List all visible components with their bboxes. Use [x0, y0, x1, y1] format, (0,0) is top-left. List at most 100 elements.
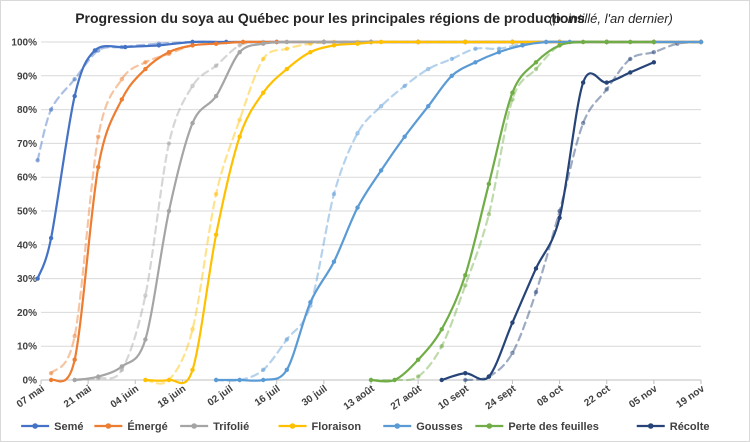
- data-point: [463, 371, 468, 376]
- data-point: [331, 43, 337, 48]
- data-point: [213, 191, 219, 197]
- data-point: [119, 364, 125, 369]
- x-tick-label: 05 nov: [627, 383, 660, 410]
- data-point: [166, 141, 172, 146]
- y-tick-label: 80%: [17, 105, 37, 116]
- data-point: [543, 39, 549, 45]
- data-point: [473, 60, 478, 65]
- legend-label: Perte des feuilles: [508, 421, 598, 433]
- data-point: [92, 48, 98, 53]
- data-point: [378, 39, 384, 45]
- data-point: [119, 367, 125, 373]
- data-point: [143, 337, 148, 342]
- data-point: [557, 43, 562, 48]
- data-point: [402, 83, 407, 89]
- data-point: [439, 327, 444, 332]
- data-point: [261, 41, 266, 46]
- series-line-current-264478: [440, 61, 655, 382]
- data-point: [190, 83, 195, 89]
- chart-title: Progression du soya au Québec pour les p…: [75, 10, 585, 26]
- y-tick-label: 40%: [17, 240, 37, 251]
- data-point: [284, 337, 290, 342]
- y-tick-label: 90%: [17, 71, 37, 82]
- data-point: [415, 357, 421, 362]
- legend-label: Gousses: [416, 421, 462, 433]
- chart-subtitle: (pointillé, l'an dernier): [549, 11, 673, 26]
- x-tick-label: 10 sept: [436, 383, 471, 412]
- data-point: [628, 70, 633, 75]
- data-point: [510, 320, 515, 325]
- data-point: [190, 43, 195, 48]
- data-point: [426, 66, 431, 72]
- data-point: [486, 212, 492, 217]
- data-point: [119, 76, 125, 82]
- data-point: [119, 97, 125, 102]
- data-point: [308, 300, 313, 305]
- data-point: [261, 90, 266, 95]
- data-point: [261, 56, 266, 62]
- data-point: [72, 357, 77, 362]
- data-point: [72, 76, 77, 82]
- data-point: [426, 104, 431, 109]
- data-point: [486, 374, 492, 379]
- data-point: [48, 107, 54, 112]
- data-point: [190, 327, 195, 332]
- data-point: [308, 49, 313, 55]
- data-point: [533, 60, 539, 65]
- data-point: [651, 39, 657, 45]
- grid-layer: [41, 41, 701, 381]
- y-axis-ticks: 0% 10% 20% 30% 40% 50% 60% 70% 80% 90% 100%: [11, 38, 37, 387]
- legend-label: Semé: [54, 421, 83, 433]
- data-point: [156, 43, 162, 48]
- data-point: [355, 41, 360, 46]
- y-tick-label: 70%: [17, 139, 37, 150]
- data-point: [143, 66, 148, 72]
- data-point: [439, 344, 444, 349]
- data-point: [439, 377, 444, 383]
- data-point: [496, 49, 502, 55]
- data-point: [473, 46, 478, 51]
- data-point: [96, 134, 101, 139]
- data-point: [580, 39, 586, 45]
- data-point: [533, 266, 539, 271]
- data-point: [628, 39, 633, 45]
- data-point: [557, 215, 562, 220]
- legend-label: Récolte: [670, 421, 710, 433]
- data-point: [122, 44, 128, 50]
- data-point: [463, 283, 468, 288]
- data-point: [237, 134, 242, 139]
- legend-swatch-marker: [32, 423, 38, 429]
- data-point: [331, 259, 337, 264]
- data-point: [48, 235, 54, 241]
- data-point: [190, 120, 195, 126]
- x-tick-label: 16 juil: [253, 383, 283, 408]
- data-point: [143, 377, 148, 383]
- data-point: [72, 93, 77, 99]
- x-tick-label: 02 juil: [206, 383, 236, 408]
- data-point: [213, 232, 219, 237]
- data-point: [415, 374, 421, 379]
- data-point: [449, 73, 455, 79]
- data-point: [355, 131, 360, 136]
- data-point: [213, 93, 219, 99]
- data-point: [72, 333, 77, 339]
- x-tick-label: 24 sept: [484, 383, 519, 412]
- data-point: [533, 66, 539, 72]
- data-point: [190, 367, 195, 373]
- legend-swatch-marker: [105, 423, 112, 429]
- x-tick-label: 19 nov: [674, 383, 707, 410]
- data-point: [96, 374, 101, 379]
- data-point: [190, 39, 195, 45]
- x-tick-label: 18 juin: [156, 383, 188, 410]
- data-point: [331, 191, 337, 197]
- data-point: [284, 66, 290, 72]
- data-point: [237, 377, 242, 383]
- data-point: [240, 39, 246, 45]
- data-point: [48, 371, 54, 376]
- data-point: [35, 158, 40, 163]
- data-point: [510, 350, 515, 356]
- data-point: [510, 90, 515, 95]
- data-point: [533, 289, 539, 295]
